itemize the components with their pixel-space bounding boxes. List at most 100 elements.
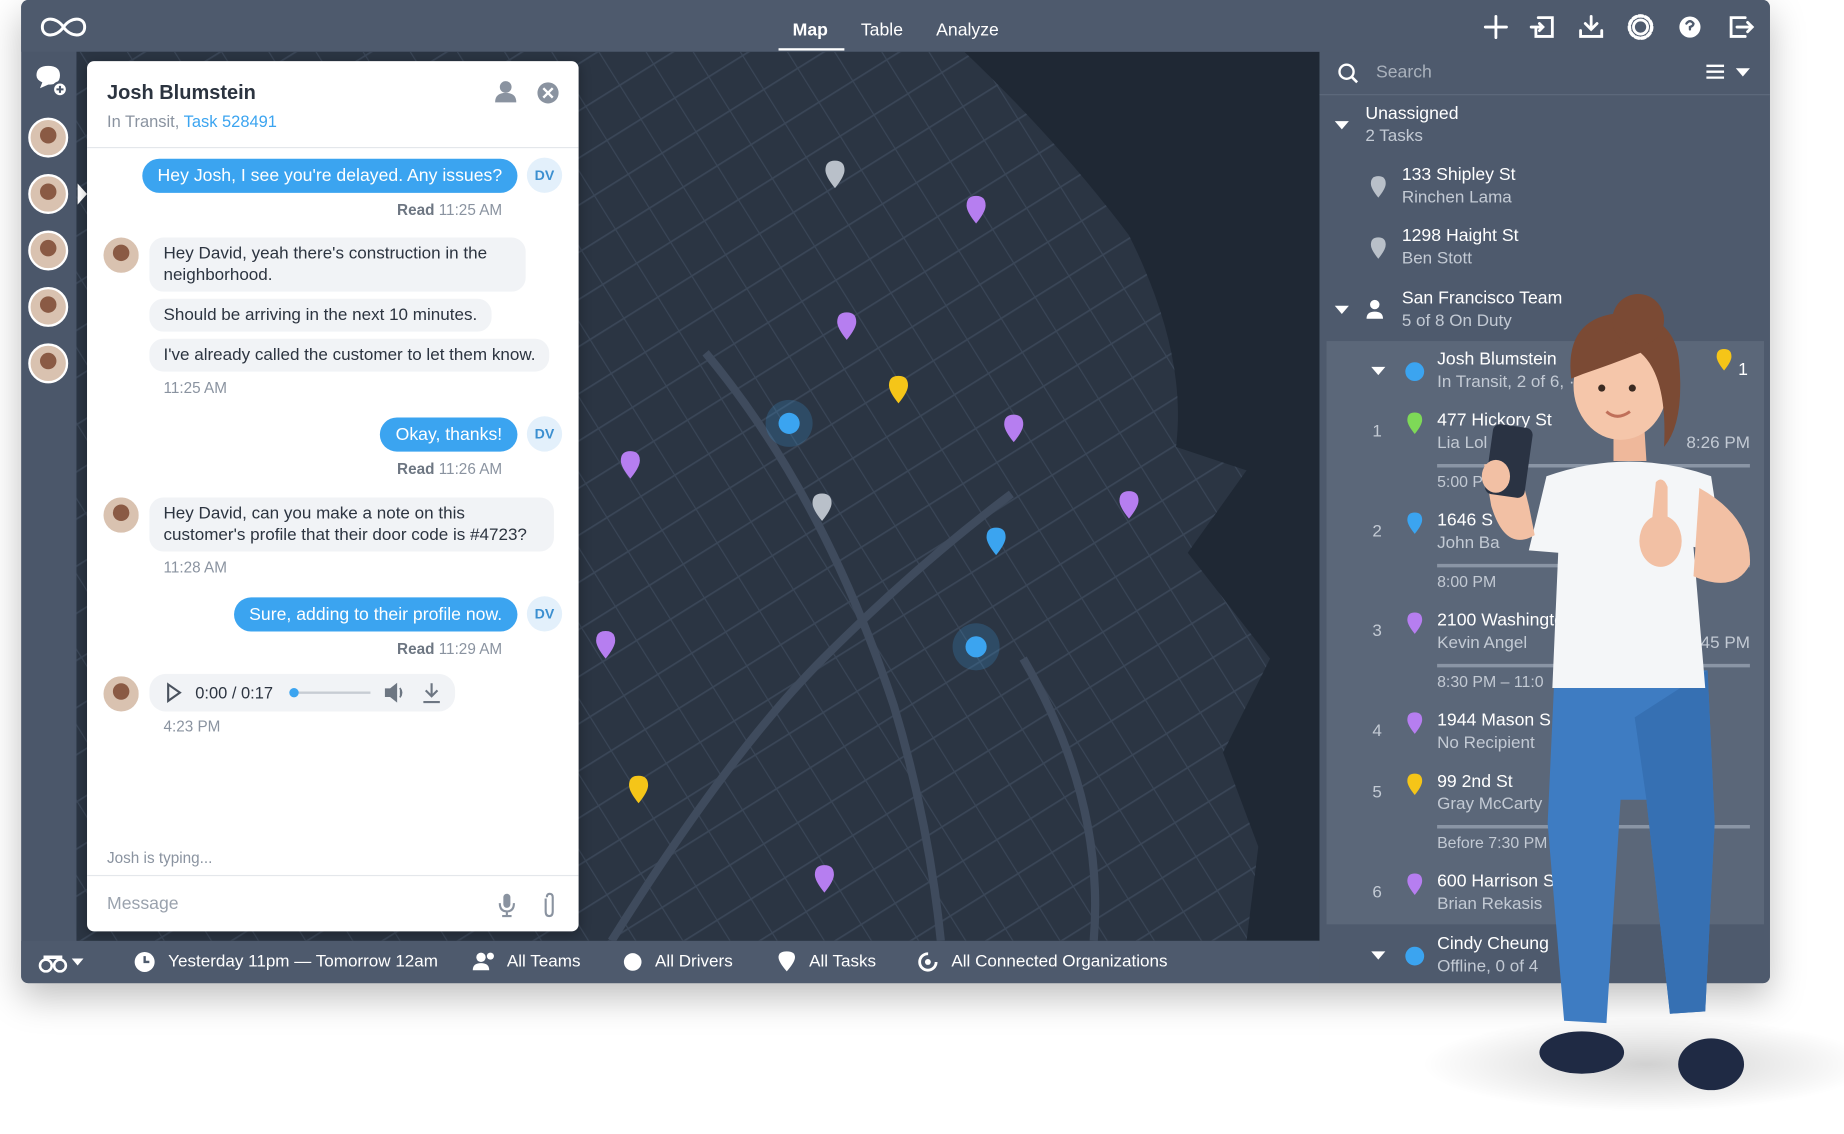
task-pin <box>1407 612 1423 634</box>
collapse-caret <box>1334 121 1349 130</box>
status-text: In Transit, <box>107 111 184 131</box>
task-address[interactable]: 1944 Mason S <box>1437 710 1551 731</box>
list-view-icon[interactable] <box>1706 64 1725 79</box>
task-address[interactable]: 2100 Washingto <box>1437 610 1564 631</box>
audio-controls <box>167 682 440 704</box>
filter-drivers[interactable]: All Drivers <box>655 952 733 972</box>
avatar-face <box>39 127 57 144</box>
message-time: 11:25 AM <box>163 378 227 397</box>
add-icon[interactable] <box>1483 15 1508 40</box>
highways <box>608 350 1100 941</box>
message-input[interactable]: Message <box>107 893 179 914</box>
task-window: 8:30 PM – 11:0 <box>1437 672 1544 691</box>
task-address[interactable]: 99 2nd St <box>1437 771 1513 792</box>
sender-avatar <box>103 676 139 712</box>
task-pin <box>1407 712 1423 734</box>
map-pin <box>888 375 909 404</box>
map-pin <box>814 865 834 893</box>
sender-initials: DV <box>526 596 563 632</box>
task-recipient: Gray McCarty <box>1437 794 1543 814</box>
attach-icon[interactable] <box>544 892 554 918</box>
task-eta: 8:26 PM <box>1686 433 1750 453</box>
map-pin <box>986 527 1006 556</box>
driver-name[interactable]: Josh Blumstein <box>1437 349 1557 370</box>
read-status: Read <box>397 639 435 658</box>
task-pin <box>1407 773 1423 795</box>
map-pin <box>629 775 649 804</box>
driver-status: Offline, 0 of 4 <box>1437 957 1539 977</box>
search-icons <box>1338 63 1750 84</box>
task-address[interactable]: 1298 Haight St <box>1401 225 1519 246</box>
avatar-face <box>112 244 130 262</box>
tab[interactable]: Map <box>792 19 828 40</box>
task-eta: 45 PM <box>1700 633 1750 653</box>
avatar-face <box>112 683 130 700</box>
map-pin <box>837 312 857 340</box>
task-number: 4 <box>1372 722 1382 741</box>
message-meta: Read 11:26 AM <box>397 460 502 478</box>
tab-underline <box>778 48 845 51</box>
filter-time[interactable]: Yesterday 11pm — Tomorrow 12am <box>168 952 438 972</box>
tab[interactable]: Table <box>860 19 904 40</box>
driver-status-dot <box>1405 946 1425 966</box>
filter-tasks[interactable]: All Tasks <box>809 952 877 972</box>
team-title: San Francisco Team <box>1401 288 1563 309</box>
collapse-caret <box>1371 366 1386 376</box>
task-recipient: John Ba <box>1437 533 1500 553</box>
task-pin <box>1716 349 1732 371</box>
search-input[interactable]: Search <box>1375 62 1432 83</box>
download-icon[interactable] <box>1579 15 1604 38</box>
message-bubble-in: Hey David, yeah there's construction in … <box>149 237 526 292</box>
task-address[interactable]: 600 Harrison S <box>1437 871 1555 892</box>
map-pin <box>812 493 832 521</box>
profile-icon[interactable] <box>499 81 512 93</box>
driver-name[interactable]: Cindy Cheung <box>1437 933 1549 954</box>
driver-status-dot <box>1405 362 1425 382</box>
message-bubble-out: Okay, thanks! <box>380 417 518 452</box>
play-button[interactable] <box>167 682 182 703</box>
team-subtitle: 5 of 8 On Duty <box>1401 311 1512 331</box>
map-pin <box>1119 491 1139 519</box>
task-number: 5 <box>1372 783 1382 803</box>
settings-icon[interactable] <box>1632 18 1650 36</box>
sender-avatar <box>103 237 139 273</box>
import-icon[interactable] <box>1529 16 1554 38</box>
logout-icon[interactable] <box>1729 16 1755 38</box>
group-subtitle: 2 Tasks <box>1365 127 1423 146</box>
message-group: Hey David, can you make a note on this c… <box>149 497 561 576</box>
audio-message: 0:00 / 0:17 <box>149 673 456 712</box>
filter-teams[interactable]: All Teams <box>506 952 581 972</box>
group-title: Unassigned <box>1365 103 1459 124</box>
collapse-caret <box>1371 951 1386 960</box>
task-address[interactable]: 133 Shipley St <box>1401 164 1516 185</box>
task-recipient: Brian Rekasis <box>1437 894 1543 914</box>
left-rail <box>28 65 88 384</box>
read-status: Read <box>397 201 435 219</box>
task-address[interactable]: 1646 S <box>1437 510 1494 531</box>
message-time: 11:29 AM <box>438 639 503 658</box>
team-icon <box>1370 299 1380 310</box>
sender-initials: DV <box>526 157 563 193</box>
message-bubble-out: Hey Josh, I see you're delayed. Any issu… <box>142 158 518 193</box>
mic-icon[interactable] <box>503 893 511 908</box>
message-bubble-out: Sure, adding to their profile now. <box>233 597 518 632</box>
read-status: Read <box>397 459 435 478</box>
map-pin <box>1004 414 1024 443</box>
filter-organizations[interactable]: All Connected Organizations <box>951 952 1168 972</box>
avatar-face <box>39 183 57 200</box>
task-address[interactable]: 477 Hickory St <box>1437 410 1552 431</box>
map-pin <box>966 195 986 224</box>
message-time: 11:26 AM <box>438 459 503 478</box>
task-recipient: Lia Lol <box>1437 433 1488 453</box>
tab[interactable]: Analyze <box>936 19 999 40</box>
message-time: 11:28 AM <box>163 558 227 577</box>
task-link[interactable]: Task 528491 <box>183 111 277 131</box>
top-bar <box>21 0 1770 52</box>
task-pin <box>1407 873 1423 895</box>
task-number: 2 <box>1372 522 1382 541</box>
new-chat-icon[interactable] <box>36 65 60 89</box>
footer-icons <box>38 951 938 973</box>
divider <box>1319 94 1770 96</box>
